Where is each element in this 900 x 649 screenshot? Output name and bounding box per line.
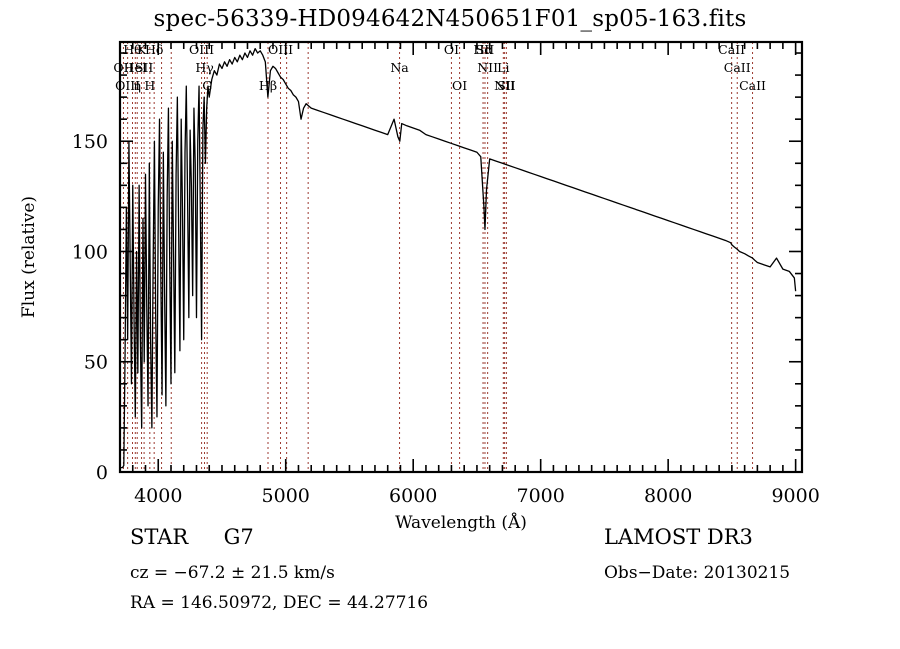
spectral-line-label: OII [113, 60, 133, 75]
plot-frame [118, 40, 804, 474]
spectral-line-label: OI [452, 78, 467, 93]
spectral-line-label: H [144, 78, 155, 93]
spectral-line-label: Hγ [195, 60, 213, 75]
y-tick-label: 50 [84, 352, 108, 374]
spectral-line-label: Na [390, 60, 409, 75]
object-type: STAR [130, 525, 189, 549]
x-tick-label: 6000 [389, 485, 437, 507]
x-tick-label: 8000 [644, 485, 692, 507]
spectral-line-label: NII [477, 60, 498, 75]
y-tick-label: 0 [96, 462, 108, 484]
spectral-line-label: OIII [189, 42, 214, 57]
spectral-line-label: HeI [124, 60, 147, 75]
spectral-line-label: CaII [718, 42, 745, 57]
x-tick-label: 5000 [262, 485, 310, 507]
survey-name: LAMOST DR3 [604, 525, 753, 549]
spectral-class: G7 [223, 525, 254, 549]
footer-right-column: LAMOST DR3 Obs−Date: 20130215 [604, 525, 790, 583]
spectral-line-label: OI [444, 42, 459, 57]
spectral-line-label: Li [497, 60, 509, 75]
spectral-line-label: OIII [115, 78, 140, 93]
spectral-line-label: SII [476, 42, 495, 57]
x-tick-label: 7000 [516, 485, 564, 507]
spectral-line-label: Hβ [259, 78, 277, 93]
y-axis-label: Flux (relative) [19, 196, 39, 318]
spectral-line-label: Hα [473, 42, 493, 57]
spectral-line-label: OIII [268, 42, 293, 57]
spectral-line-label: NII [494, 78, 515, 93]
y-tick-label: 150 [72, 131, 108, 153]
spectral-line-label: SII [135, 60, 154, 75]
page-title: spec-56339-HD094642N450651F01_sp05-163.f… [153, 6, 747, 32]
redshift-velocity: cz = −67.2 ± 21.5 km/s [130, 563, 335, 583]
footer-annotations: STAR G7 cz = −67.2 ± 21.5 km/s RA = 146.… [0, 525, 900, 649]
spectral-line-label: K [137, 42, 147, 57]
obs-date: Obs−Date: 20130215 [604, 563, 791, 583]
footer-left-column: STAR G7 cz = −67.2 ± 21.5 km/s RA = 146.… [130, 525, 428, 613]
spectrum-trace [120, 47, 797, 469]
spectral-line-label: Hδ [145, 42, 163, 57]
x-tick-label: 4000 [134, 485, 182, 507]
object-summary: STAR G7 [130, 525, 428, 549]
x-axis-label: Wavelength (Å) [395, 512, 527, 533]
spectral-line-label: G [202, 78, 212, 93]
coordinates: RA = 146.50972, DEC = 44.27716 [130, 593, 429, 613]
x-tick-label: 9000 [771, 485, 819, 507]
y-tick-label: 100 [72, 241, 108, 263]
spectral-line-label: CaII [724, 60, 751, 75]
spectral-line-label: Hθ [123, 42, 141, 57]
spectral-line-label: CaII [739, 78, 766, 93]
spectral-line-label: η [133, 78, 141, 93]
spectral-line-label: SII [497, 78, 516, 93]
